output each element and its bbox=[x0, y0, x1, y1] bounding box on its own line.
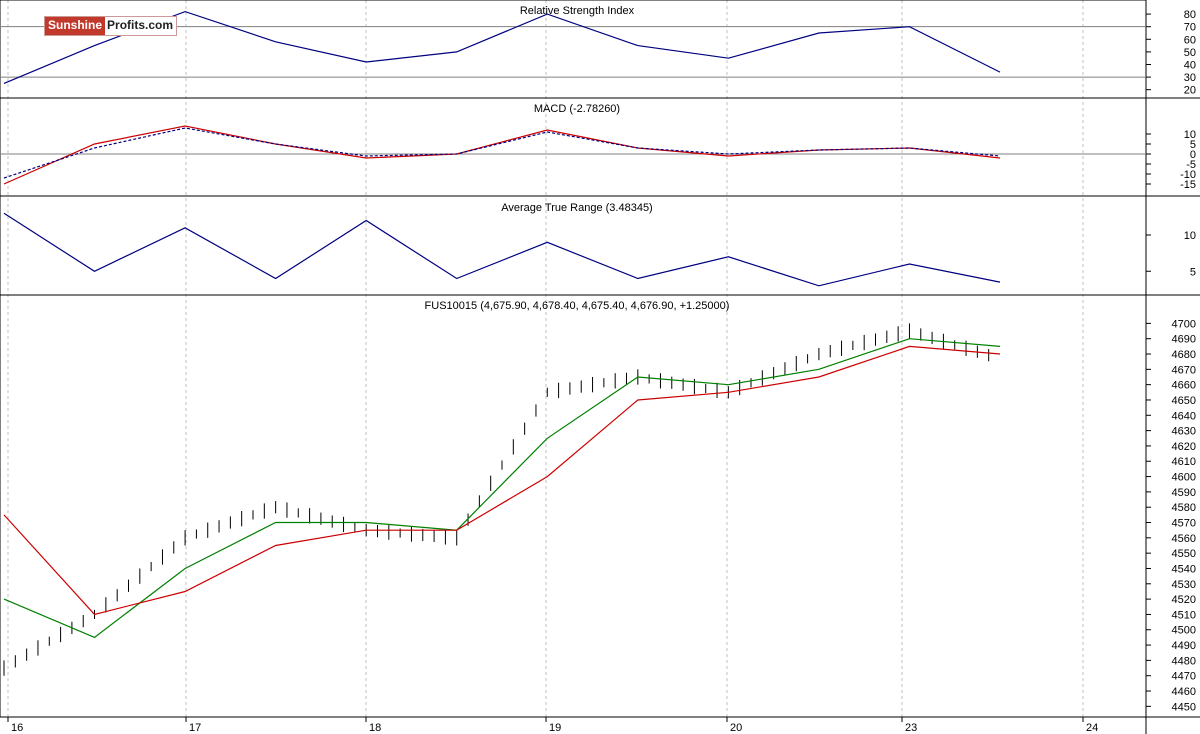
logo-part-2: Profits.com bbox=[105, 17, 177, 35]
y-tick-label: 4540 bbox=[1172, 563, 1196, 575]
y-tick-label: 80 bbox=[1184, 9, 1196, 21]
y-tick-label: -10 bbox=[1180, 169, 1196, 181]
y-tick-label: 4690 bbox=[1172, 334, 1196, 346]
rsi-title: Relative Strength Index bbox=[520, 5, 635, 17]
x-tick-label: 18 bbox=[369, 722, 381, 734]
y-tick-label: 0 bbox=[1190, 149, 1196, 161]
y-tick-label: 4600 bbox=[1172, 472, 1196, 484]
y-tick-label: 4610 bbox=[1172, 456, 1196, 468]
indicator-panels: 203040506070801050-5-10-1510547004690468… bbox=[0, 9, 1196, 713]
y-tick-label: 4680 bbox=[1172, 349, 1196, 361]
logo-part-1: Sunshine bbox=[45, 17, 106, 35]
y-tick-label: -5 bbox=[1186, 159, 1196, 171]
y-tick-label: 60 bbox=[1184, 34, 1196, 46]
y-tick-label: 4660 bbox=[1172, 380, 1196, 392]
series-line-0 bbox=[3, 212, 1001, 287]
y-tick-label: 4630 bbox=[1172, 426, 1196, 438]
y-tick-label: 4500 bbox=[1172, 625, 1196, 637]
panel-2: 10 5 bbox=[3, 212, 1196, 287]
y-tick-label: 4450 bbox=[1172, 701, 1196, 713]
price-bars bbox=[3, 323, 990, 676]
x-tick-label: 16 bbox=[11, 722, 23, 734]
y-tick-label: 70 bbox=[1184, 22, 1196, 34]
series-line-1 bbox=[3, 127, 1001, 179]
y-tick-label: 30 bbox=[1184, 72, 1196, 84]
x-tick-label: 19 bbox=[549, 722, 561, 734]
sunshine-profits-logo[interactable]: Sunshine Profits.com bbox=[44, 16, 178, 36]
y-tick-label: 50 bbox=[1184, 47, 1196, 59]
macd-title: MACD (-2.78260) bbox=[534, 103, 620, 115]
y-tick-label: 4530 bbox=[1172, 579, 1196, 591]
y-tick-label: 20 bbox=[1184, 85, 1196, 97]
y-tick-label: 40 bbox=[1184, 59, 1196, 71]
y-tick-label: 4700 bbox=[1172, 318, 1196, 330]
x-tick-label: 24 bbox=[1086, 722, 1098, 734]
x-tick-label: 23 bbox=[905, 722, 917, 734]
series-line-0 bbox=[3, 125, 1001, 185]
y-tick-label: 4620 bbox=[1172, 441, 1196, 453]
atr-title: Average True Range (3.48345) bbox=[501, 202, 652, 214]
y-tick-label: 4670 bbox=[1172, 364, 1196, 376]
y-tick-label: 4650 bbox=[1172, 395, 1196, 407]
price-title: FUS10015 (4,675.90, 4,678.40, 4,675.40, … bbox=[425, 300, 730, 312]
series-line-1 bbox=[3, 338, 1001, 639]
y-tick-label: 4640 bbox=[1172, 410, 1196, 422]
y-tick-label: 4490 bbox=[1172, 640, 1196, 652]
y-tick-label: 10 bbox=[1184, 129, 1196, 141]
series-line-2 bbox=[3, 345, 1001, 616]
x-tick-label: 17 bbox=[189, 722, 201, 734]
y-tick-label: 5 bbox=[1190, 266, 1196, 278]
y-tick-label: 4520 bbox=[1172, 594, 1196, 606]
x-axis: 16 17 18 19 20 23 24 bbox=[7, 717, 1098, 734]
x-tick-label: 20 bbox=[730, 722, 742, 734]
y-tick-label: 4460 bbox=[1172, 686, 1196, 698]
y-tick-label: 4550 bbox=[1172, 548, 1196, 560]
y-tick-label: 10 bbox=[1184, 230, 1196, 242]
panel-3: 4700 4690 4680 4670 4660 4650 4640 4630 4620 4610… bbox=[3, 318, 1196, 713]
y-tick-label: -15 bbox=[1180, 179, 1196, 191]
y-tick-label: 4510 bbox=[1172, 609, 1196, 621]
y-tick-label: 4560 bbox=[1172, 533, 1196, 545]
y-tick-label: 4580 bbox=[1172, 502, 1196, 514]
y-tick-label: 5 bbox=[1190, 139, 1196, 151]
y-tick-label: 4470 bbox=[1172, 671, 1196, 683]
y-tick-label: 4480 bbox=[1172, 655, 1196, 667]
y-tick-label: 4590 bbox=[1172, 487, 1196, 499]
y-tick-label: 4570 bbox=[1172, 518, 1196, 530]
